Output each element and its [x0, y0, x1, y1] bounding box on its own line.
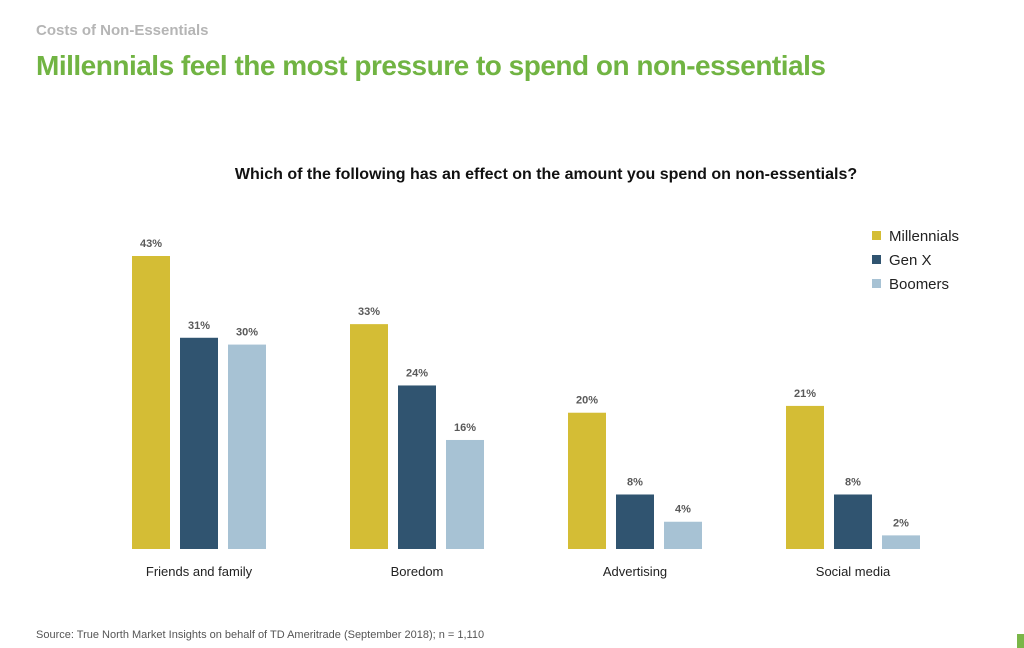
page-headline: Millennials feel the most pressure to sp… [36, 50, 826, 81]
legend-label-millennials: Millennials [889, 228, 959, 245]
data-labels-layer: 43% 31% 30% 33% 24% 16% 20% 8% 4% 21% 8% 2% [140, 238, 909, 529]
legend-swatch-millennials [872, 231, 881, 240]
page-kicker: Costs of Non-Essentials [36, 22, 209, 39]
bar-chart: 43% 31% 30% 33% 24% 16% 20% 8% 4% 21% 8% 2% Friends… [132, 228, 959, 579]
bar-friends-and-family-gen-x [180, 337, 218, 549]
chart-title: Which of the following has an effect on … [234, 166, 858, 183]
bars-layer [132, 256, 920, 549]
bar-boredom-boomers [446, 439, 484, 549]
bar-friends-and-family-boomers [228, 344, 266, 549]
bar-social-media-boomers [882, 535, 920, 549]
category-label-boredom: Boredom [391, 564, 444, 579]
data-label-advertising-boomers: 4% [675, 504, 691, 516]
data-label-boredom-boomers: 16% [454, 422, 476, 434]
category-label-advertising: Advertising [603, 564, 667, 579]
bar-social-media-gen-x [834, 494, 872, 549]
data-label-social-media-gen-x: 8% [845, 476, 861, 488]
data-label-advertising-gen-x: 8% [627, 476, 643, 488]
category-labels-layer: Friends and family Boredom Advertising Soci… [146, 564, 891, 579]
category-label-social-media: Social media [816, 564, 891, 579]
data-label-boredom-gen-x: 24% [406, 367, 428, 379]
legend-swatch-boomers [872, 279, 881, 288]
chart-legend: Millennials Gen X Boomers [872, 228, 959, 293]
bar-boredom-gen-x [398, 385, 436, 549]
bar-advertising-gen-x [616, 494, 654, 549]
data-label-friends-and-family-boomers: 30% [236, 327, 258, 339]
data-label-social-media-boomers: 2% [893, 517, 909, 529]
legend-label-boomers: Boomers [889, 276, 949, 293]
bar-advertising-boomers [664, 521, 702, 549]
data-label-advertising-millennials: 20% [576, 395, 598, 407]
data-label-friends-and-family-millennials: 43% [140, 238, 162, 250]
bar-friends-and-family-millennials [132, 256, 170, 549]
source-note: Source: True North Market Insights on be… [36, 629, 485, 641]
category-label-friends-and-family: Friends and family [146, 564, 253, 579]
legend-label-gen-x: Gen X [889, 252, 932, 269]
data-label-friends-and-family-gen-x: 31% [188, 320, 210, 332]
bar-boredom-millennials [350, 324, 388, 549]
corner-accent [1017, 634, 1024, 648]
data-label-boredom-millennials: 33% [358, 306, 380, 318]
bar-social-media-millennials [786, 405, 824, 549]
data-label-social-media-millennials: 21% [794, 388, 816, 400]
bar-advertising-millennials [568, 412, 606, 549]
legend-swatch-gen-x [872, 255, 881, 264]
